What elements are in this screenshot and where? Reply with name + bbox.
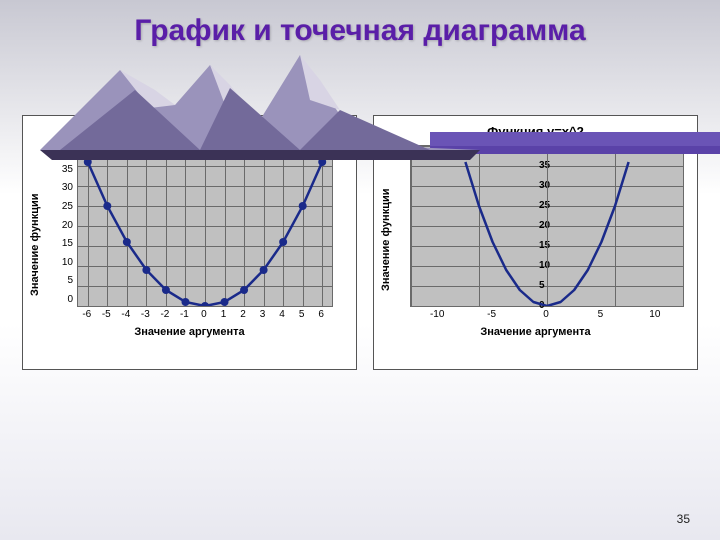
chart-title-left: Квадратичная функция [31,124,348,139]
plot-right: 4035302520151050 [410,145,684,307]
xticks-left: -6-5-4-3-2-10123456 [77,309,331,320]
plot-wrap-left: 4035302520151050 -6-5-4-3-2-10123456 [31,145,348,320]
ylabel-right: Значение функции [380,189,392,292]
yticks-left: 4035302520151050 [55,145,77,305]
slide: График и точечная диаграмма Квадратичная… [0,0,720,540]
chart-quadratic: Квадратичная функция Значение функции 40… [22,115,357,370]
ylabel-left: Значение функции [29,194,41,297]
xlabel-left: Значение аргумента [31,326,348,338]
xticks-right: -10-50510 [410,309,682,320]
plot-left [77,145,333,307]
xlabel-right: Значение аргумента [382,326,689,338]
charts-row: Квадратичная функция Значение функции 40… [20,115,700,370]
chart-title-right: Функция y=x^2 [382,124,689,139]
page-title: График и точечная диаграмма [0,14,720,48]
chart-yx2: Функция y=x^2 Значение функции 403530252… [373,115,698,370]
plot-wrap-right: 4035302520151050 -10-50510 [382,145,689,320]
page-number: 35 [677,512,690,526]
